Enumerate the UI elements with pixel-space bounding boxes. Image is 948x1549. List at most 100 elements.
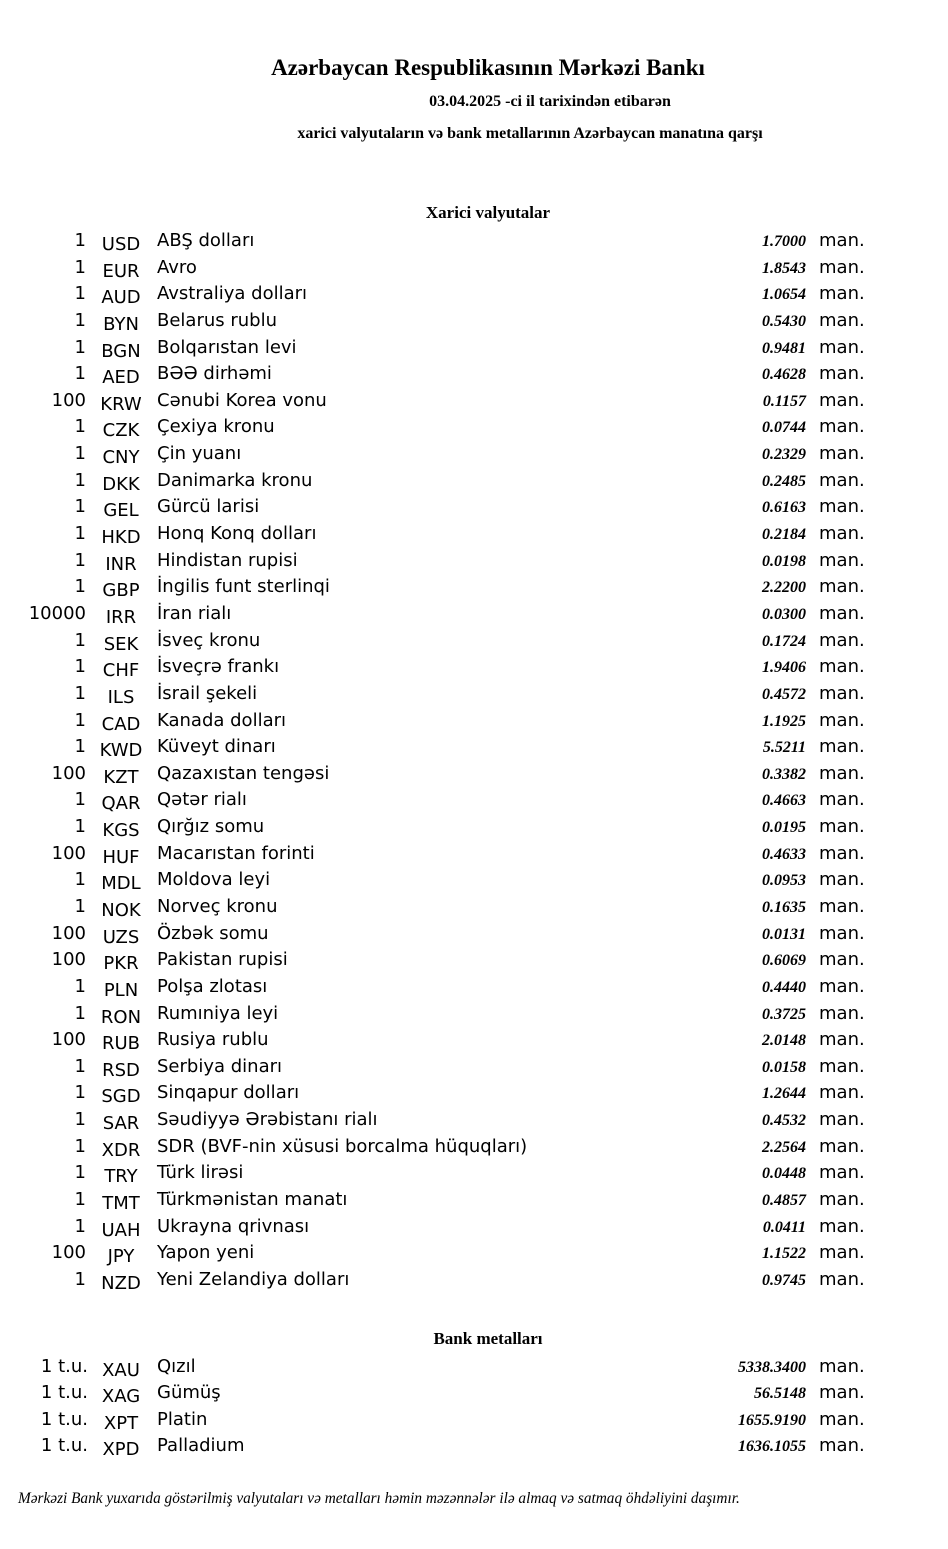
exchange-rate: 0.3382 <box>762 765 806 783</box>
nominal-amount: 1 <box>74 523 86 545</box>
currency-code: SEK <box>103 633 139 655</box>
currency-unit: man. <box>819 230 865 251</box>
currency-code: RON <box>100 1006 142 1028</box>
nominal-amount: 1 <box>74 1215 86 1237</box>
exchange-rate: 0.9745 <box>762 1271 806 1289</box>
currency-name: Türkmənistan manatı <box>157 1189 348 1211</box>
exchange-rate: 0.0744 <box>762 419 806 437</box>
exchange-rate: 0.2485 <box>762 472 806 490</box>
currency-name: İsveçrə frankı <box>157 656 280 678</box>
nominal-amount: 1 <box>74 416 86 438</box>
exchange-rate: 2.2200 <box>762 579 806 597</box>
currency-name: Serbiya dinarı <box>157 1055 282 1077</box>
currency-code: XAG <box>101 1386 141 1408</box>
exchange-rate: 0.0300 <box>762 605 806 623</box>
currency-code: NOK <box>101 900 141 921</box>
currency-name: Rusiya rublu <box>157 1029 269 1051</box>
currency-name: Macarıstan forinti <box>157 842 315 864</box>
currency-code: RSD <box>102 1059 140 1081</box>
currency-unit: man. <box>819 1029 865 1051</box>
nominal-amount: 1 t.u. <box>40 1408 88 1430</box>
exchange-rate: 0.4440 <box>762 978 806 996</box>
currency-unit: man. <box>819 629 865 651</box>
currency-code: CZK <box>102 420 140 442</box>
currency-code: EUR <box>102 260 140 282</box>
currency-unit: man. <box>819 469 865 491</box>
currency-unit: man. <box>819 1002 865 1024</box>
currency-code: GBP <box>102 580 140 602</box>
currency-unit: man. <box>819 496 865 518</box>
currency-name: İsrail şekeli <box>157 682 258 704</box>
rate-row: 1 RON Rumıniya leyi 0.3725 man. <box>0 1003 948 1029</box>
nominal-amount: 1 <box>74 656 86 678</box>
currency-code: HKD <box>101 527 141 549</box>
rate-row: 1 CHF İsveçrə frankı 1.9406 man. <box>0 656 948 682</box>
currency-code: CHF <box>102 660 140 682</box>
currency-name: Moldova leyi <box>157 869 271 891</box>
currency-unit: man. <box>819 389 865 411</box>
exchange-rate: 1.1925 <box>762 712 806 730</box>
exchange-rate: 0.0198 <box>762 552 806 570</box>
rate-row: 1 KWD Küveyt dinarı 5.5211 man. <box>0 736 948 762</box>
exchange-rate: 0.4628 <box>762 366 806 384</box>
currency-name: Honq Konq dolları <box>157 523 317 545</box>
currency-name: Küveyt dinarı <box>157 736 276 758</box>
rate-row: 1 INR Hindistan rupisi 0.0198 man. <box>0 550 948 576</box>
currency-code: USD <box>101 234 141 255</box>
currency-unit: man. <box>819 576 865 598</box>
currency-code: UZS <box>102 926 140 948</box>
currency-unit: man. <box>819 1408 865 1430</box>
currency-code: KWD <box>99 740 143 762</box>
rate-row: 1 NZD Yeni Zelandiya dolları 0.9745 man. <box>0 1269 948 1295</box>
currency-code: SAR <box>102 1113 140 1135</box>
currency-code: SGD <box>101 1086 141 1108</box>
rate-row: 1 BGN Bolqarıstan levi 0.9481 man. <box>0 337 948 363</box>
rate-row: 1 HKD Honq Konq dolları 0.2184 man. <box>0 523 948 549</box>
exchange-rate: 0.0411 <box>762 1218 806 1236</box>
currency-unit: man. <box>819 896 865 917</box>
currency-unit: man. <box>819 922 865 944</box>
currency-name: BƏƏ dirhəmi <box>157 363 272 385</box>
currency-unit: man. <box>819 309 865 331</box>
currency-name: Belarus rublu <box>157 309 278 331</box>
nominal-amount: 1 <box>74 1162 86 1184</box>
currency-unit: man. <box>819 816 865 838</box>
exchange-rate: 0.0195 <box>762 819 806 837</box>
rate-row: 1 t.u. XAG Gümüş 56.5148 man. <box>0 1382 948 1408</box>
bank-metals-heading: Bank metalları <box>433 1329 543 1348</box>
exchange-rate: 0.1724 <box>762 632 806 650</box>
nominal-amount: 1 t.u. <box>40 1382 88 1404</box>
currency-code: HUF <box>102 846 140 868</box>
currency-unit: man. <box>819 602 865 624</box>
page-subtitle: xarici valyutaların və bank metallarının… <box>297 125 763 142</box>
nominal-amount: 1 <box>74 736 86 758</box>
currency-unit: man. <box>819 549 865 571</box>
currency-unit: man. <box>819 1055 865 1077</box>
currency-code: AED <box>102 367 140 389</box>
nominal-amount: 1 <box>74 629 86 651</box>
rate-row: 1 EUR Avro 1.8543 man. <box>0 257 948 283</box>
currency-name: Səudiyyə Ərəbistanı rialı <box>157 1109 378 1131</box>
exchange-rate: 0.6163 <box>762 499 806 517</box>
currency-unit: man. <box>819 949 865 971</box>
nominal-amount: 1 <box>74 709 86 731</box>
exchange-rate: 1.1522 <box>762 1245 806 1263</box>
nominal-amount: 1 <box>74 682 86 704</box>
currency-code: ILS <box>107 686 135 708</box>
exchange-rate: 1.7000 <box>762 233 806 250</box>
exchange-rate: 56.5148 <box>754 1385 806 1403</box>
currency-code: TRY <box>104 1166 138 1188</box>
currency-name: Yeni Zelandiya dolları <box>157 1268 350 1290</box>
currency-name: İran rialı <box>157 602 232 624</box>
currency-unit: man. <box>819 1382 865 1404</box>
rate-row: 100 RUB Rusiya rublu 2.0148 man. <box>0 1029 948 1055</box>
currency-unit: man. <box>819 1215 865 1237</box>
nominal-amount: 1 t.u. <box>40 1435 88 1457</box>
rate-row: 1 TMT Türkmənistan manatı 0.4857 man. <box>0 1189 948 1215</box>
exchange-rate: 0.2329 <box>762 446 806 464</box>
rate-row: 1 CZK Çexiya kronu 0.0744 man. <box>0 416 948 442</box>
nominal-amount: 1 <box>74 496 86 518</box>
nominal-amount: 100 <box>51 922 86 944</box>
rate-row: 1 SGD Sinqapur dolları 1.2644 man. <box>0 1082 948 1108</box>
currency-unit: man. <box>819 1435 865 1457</box>
